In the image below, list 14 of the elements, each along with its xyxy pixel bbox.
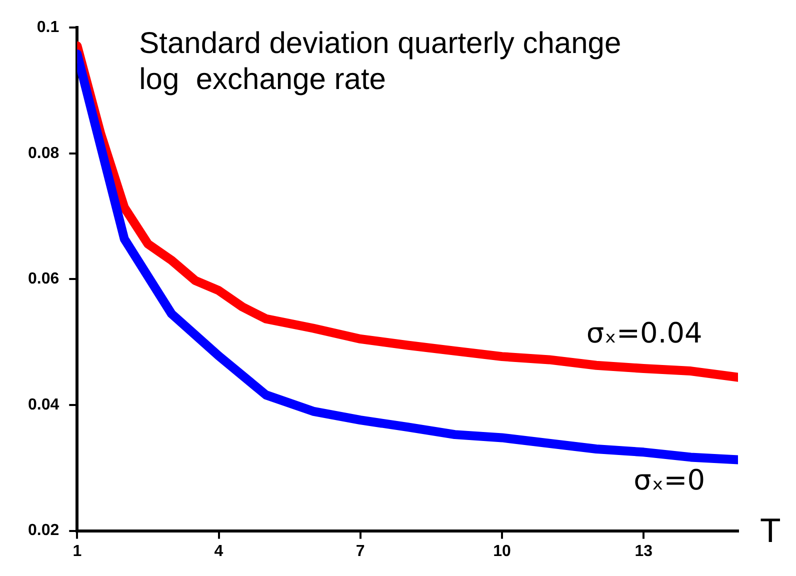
x-tick-label: 4 xyxy=(214,542,224,560)
y-tick-label: 0.1 xyxy=(36,19,60,36)
y-tick-label: 0.02 xyxy=(28,522,60,540)
x-axis-title: T xyxy=(760,512,781,550)
y-tick-label: 0.06 xyxy=(28,270,60,288)
series-label: σₓ=0.04 xyxy=(586,316,702,350)
x-tick-label: 7 xyxy=(356,542,365,560)
x-tick-label: 10 xyxy=(493,542,511,560)
y-tick-label: 0.04 xyxy=(28,396,60,414)
series-label: σₓ=0 xyxy=(634,463,706,496)
x-tick-label: 13 xyxy=(634,542,653,560)
text: Standard deviation quarterly change log exchange rate xyxy=(139,26,622,96)
y-tick-label: 0.08 xyxy=(28,144,60,162)
x-tick-label: 1 xyxy=(72,542,82,560)
